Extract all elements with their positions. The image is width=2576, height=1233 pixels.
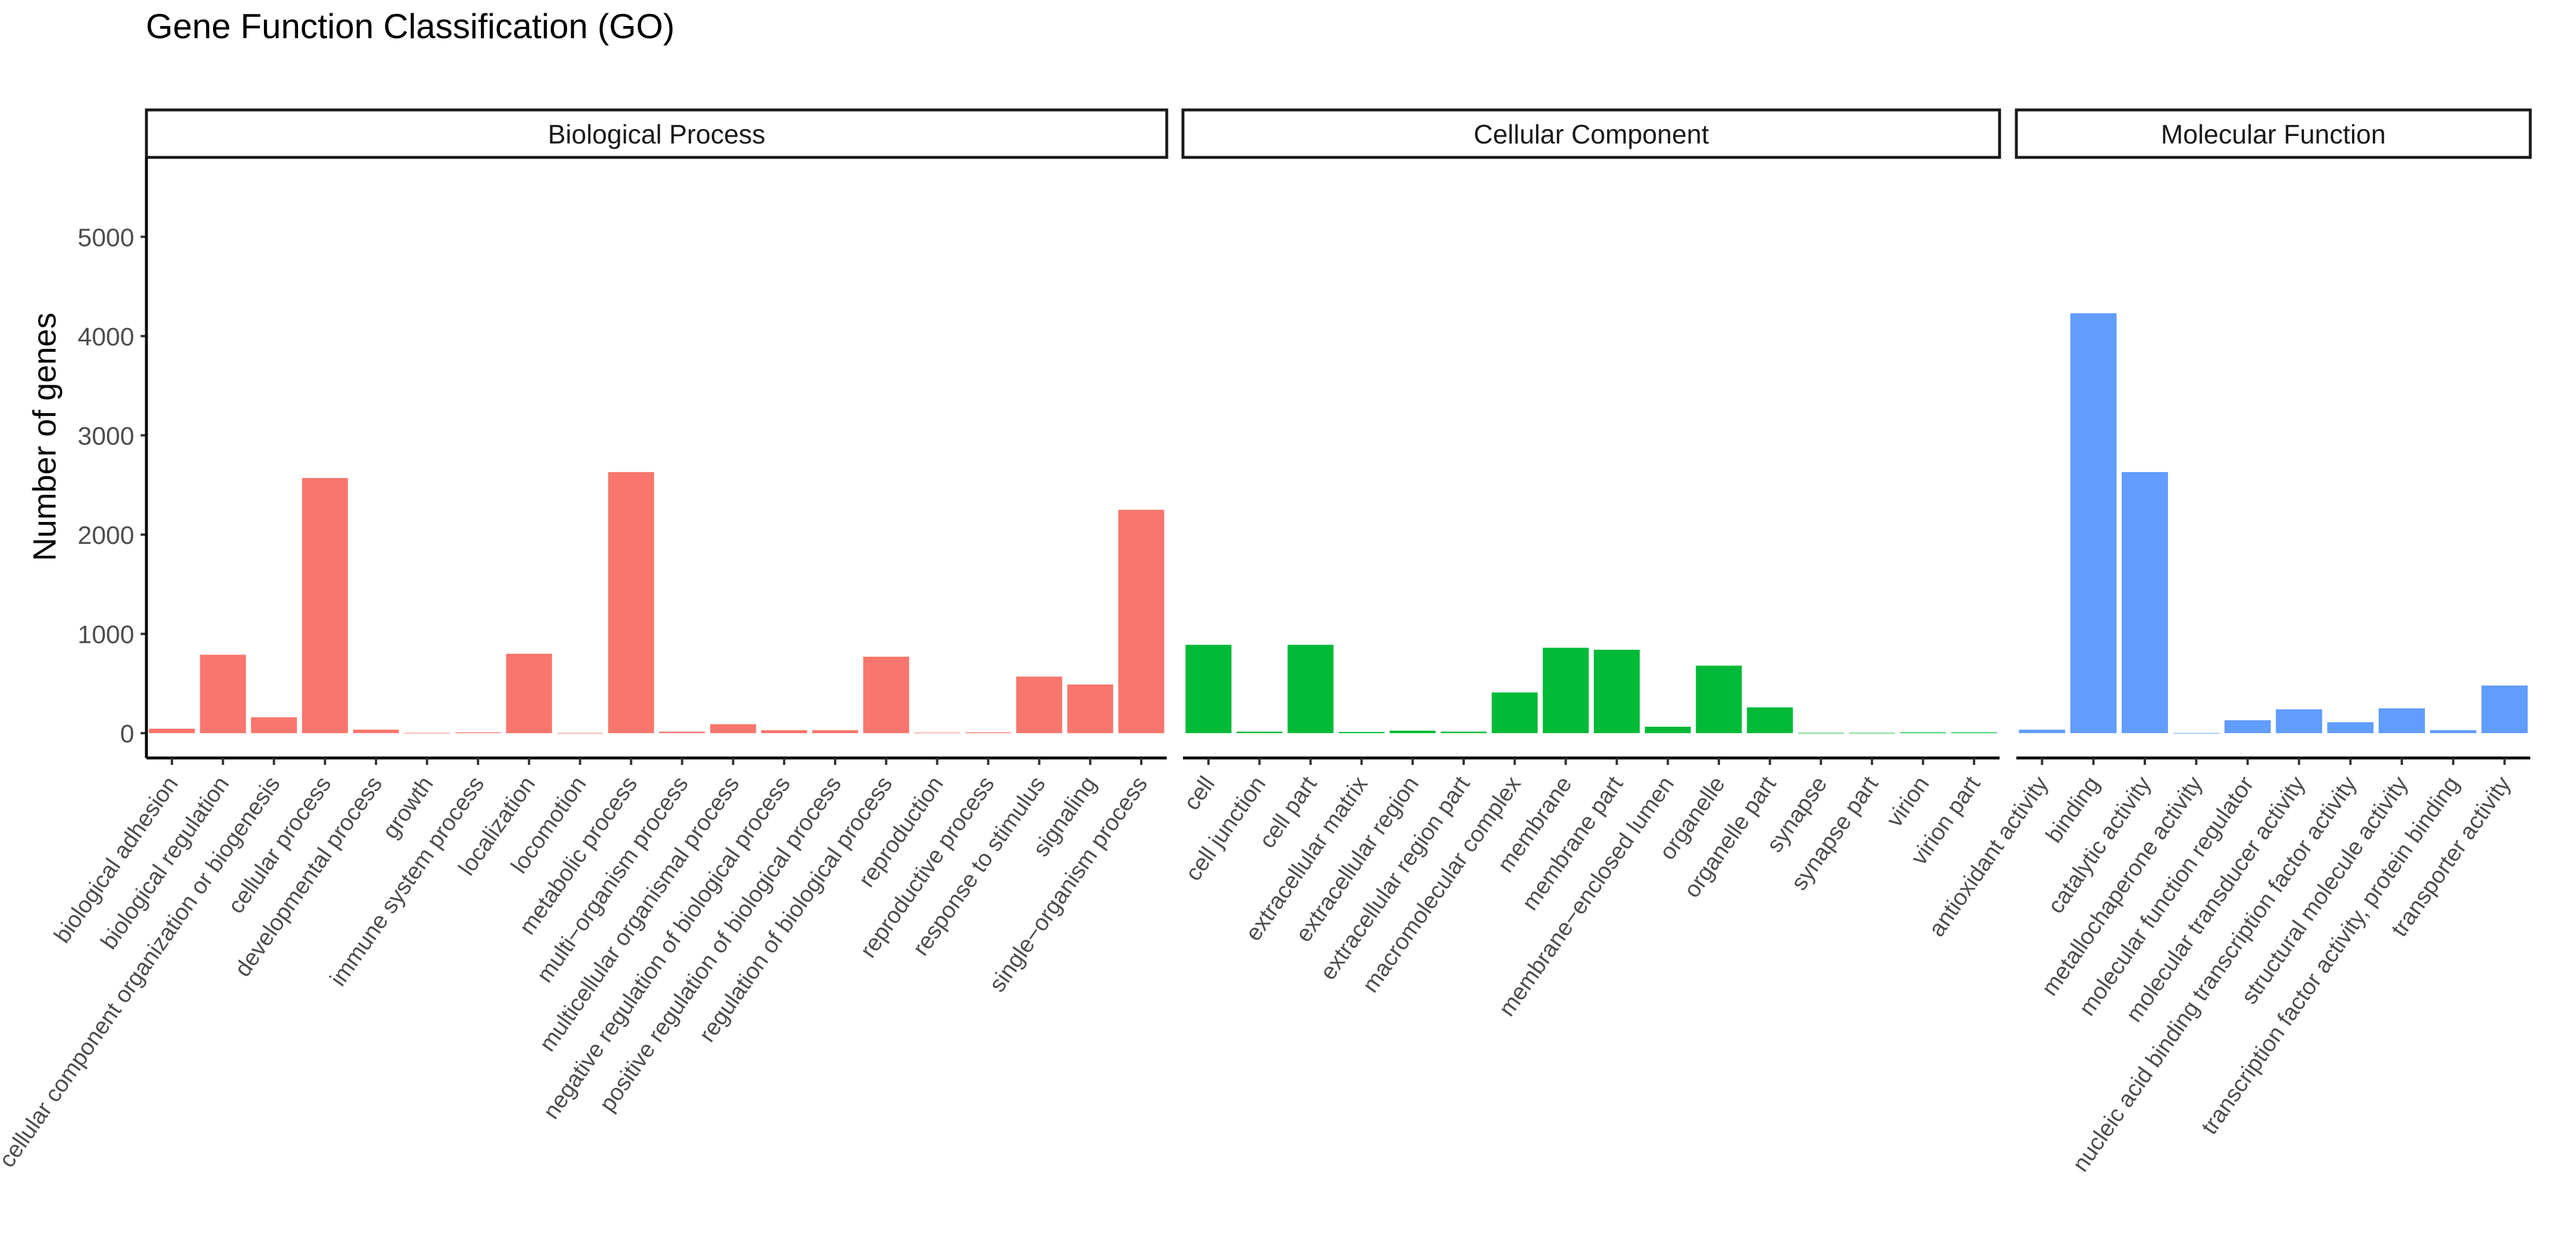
y-tick-label: 3000	[78, 422, 134, 450]
bar-membrane-enclosed-lumen	[1645, 726, 1691, 734]
bar-cell-part	[1287, 645, 1334, 734]
bar-cellular-component-organization-or-biogenesis	[251, 717, 297, 734]
x-tick-label: cell	[1179, 772, 1219, 815]
bar-transporter-activity	[2481, 685, 2528, 734]
bar-multicellular-organismal-process	[710, 724, 756, 734]
bar-cell	[1185, 645, 1232, 734]
bar-regulation-of-biological-process	[863, 656, 909, 734]
bar-growth	[404, 733, 450, 734]
bar-organelle	[1696, 665, 1742, 734]
facet-strip-label: Cellular Component	[1473, 119, 1709, 149]
bar-biological-regulation	[200, 654, 246, 734]
bar-cell-junction	[1236, 731, 1283, 734]
bar-macromolecular-complex	[1491, 692, 1538, 734]
bar-positive-regulation-of-biological-process	[812, 730, 858, 734]
y-axis-ticks: 0 1000 2000 3000 4000 5000	[78, 223, 146, 748]
bar-structural-molecule-activity	[2379, 708, 2425, 734]
bar-nucleic-acid-binding-transcription-factor-activity	[2327, 722, 2374, 734]
y-tick-label: 0	[120, 720, 134, 748]
y-tick-label: 2000	[78, 521, 134, 550]
facet-strip	[1181, 108, 2001, 159]
bar-negative-regulation-of-biological-process	[761, 730, 807, 734]
bar-metallochaperone-activity	[2173, 733, 2219, 734]
bar-locomotion	[557, 733, 603, 734]
bar-organelle-part	[1747, 707, 1793, 734]
bar-transcription-factor-activity-protein-binding	[2430, 730, 2476, 734]
y-axis-label: Number of genes	[26, 312, 63, 561]
bar-metabolic-process	[608, 472, 655, 734]
bar-biological-adhesion	[149, 728, 195, 734]
bar-molecular-transducer-activity	[2276, 709, 2323, 734]
x-tick-label: antioxidant activity	[1924, 772, 2053, 941]
facet-strip-label: Molecular Function	[2161, 119, 2386, 149]
bar-extracellular-region-part	[1440, 731, 1487, 734]
y-tick-label: 4000	[78, 323, 134, 351]
bar-response-to-stimulus	[1016, 676, 1063, 734]
bar-catalytic-activity	[2122, 472, 2168, 734]
x-tick-label: virion	[1882, 772, 1934, 832]
bar-single-organism-process	[1118, 510, 1164, 734]
bar-signaling	[1067, 684, 1114, 734]
bar-membrane	[1542, 647, 1589, 734]
bar-cellular-process	[302, 478, 348, 734]
bar-extracellular-matrix	[1338, 732, 1385, 734]
facet-strip	[145, 108, 1168, 159]
facet-strip	[2015, 108, 2532, 159]
bar-membrane-part	[1593, 649, 1640, 734]
chart-title: Gene Function Classification (GO)	[146, 7, 675, 46]
facet-strip-label: Biological Process	[548, 119, 766, 149]
y-tick-label: 5000	[78, 223, 134, 252]
bar-binding	[2070, 313, 2117, 734]
bar-antioxidant-activity	[2019, 730, 2066, 734]
bar-synapse-part	[1849, 733, 1895, 734]
bar-molecular-function-regulator	[2224, 720, 2271, 734]
y-tick-label: 1000	[78, 621, 134, 649]
bar-synapse	[1798, 733, 1844, 734]
bar-developmental-process	[353, 730, 399, 734]
bar-extracellular-region	[1390, 730, 1436, 734]
bar-localization	[506, 653, 552, 734]
bar-multi-organism-process	[659, 731, 705, 734]
